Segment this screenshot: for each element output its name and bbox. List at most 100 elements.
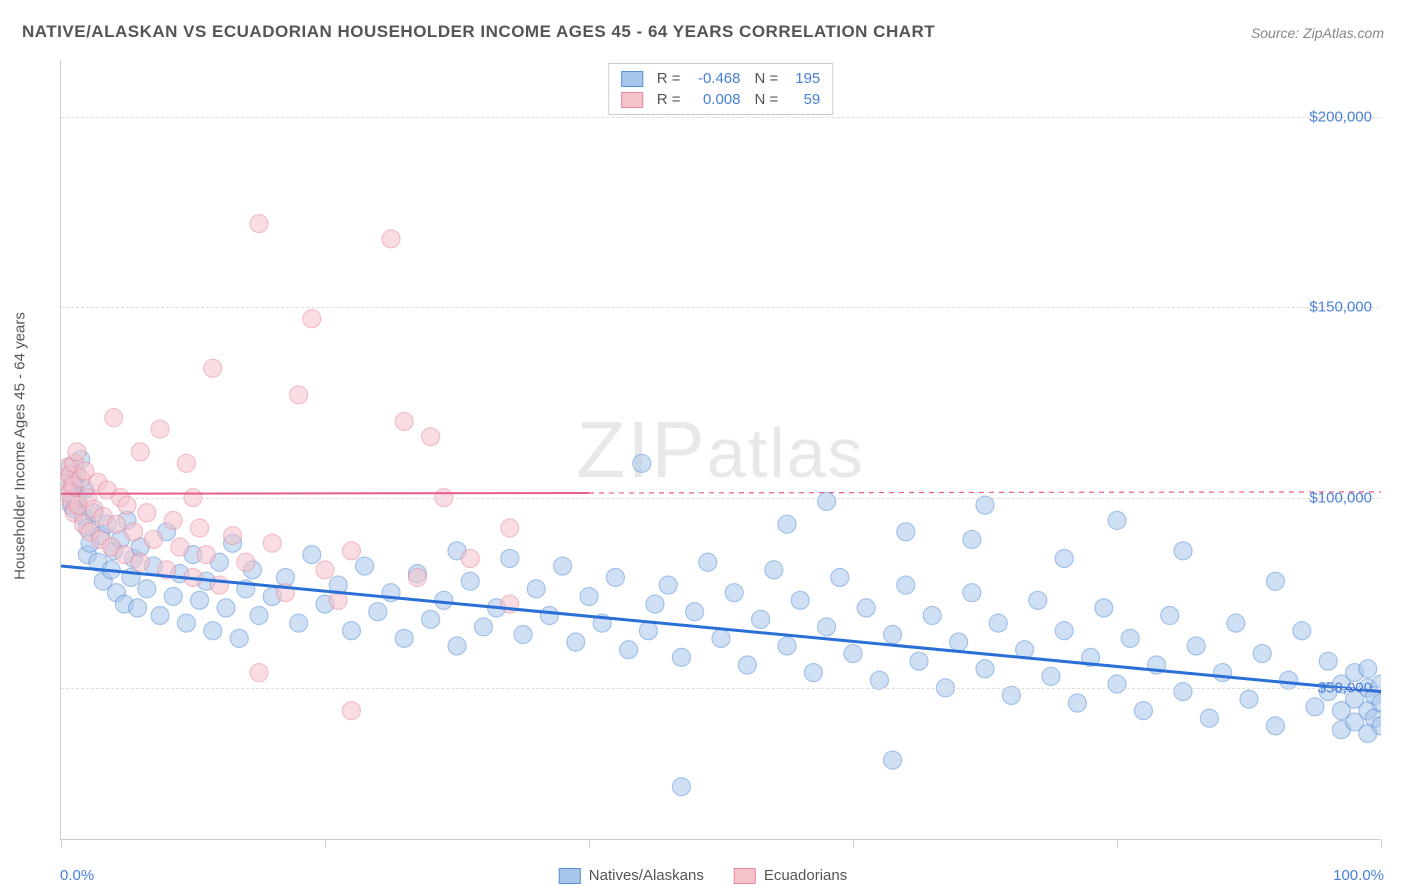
- data-point: [1200, 709, 1218, 727]
- data-point: [435, 591, 453, 609]
- data-point: [151, 420, 169, 438]
- data-point: [342, 702, 360, 720]
- data-point: [804, 664, 822, 682]
- data-point: [1293, 622, 1311, 640]
- data-point: [303, 546, 321, 564]
- stat-r-value: -0.468: [689, 70, 741, 87]
- x-tick-label-max: 100.0%: [1333, 867, 1384, 884]
- data-point: [514, 626, 532, 644]
- swatch-icon: [559, 868, 581, 884]
- data-point: [474, 618, 492, 636]
- data-point: [164, 587, 182, 605]
- stat-r-label: R =: [657, 91, 681, 108]
- data-point: [567, 633, 585, 651]
- data-point: [217, 599, 235, 617]
- data-point: [976, 660, 994, 678]
- data-point: [963, 584, 981, 602]
- data-point: [1108, 511, 1126, 529]
- data-point: [963, 530, 981, 548]
- data-point: [639, 622, 657, 640]
- data-point: [68, 443, 86, 461]
- data-point: [290, 614, 308, 632]
- legend-item-ecuadorians: Ecuadorians: [734, 867, 847, 884]
- data-point: [1134, 702, 1152, 720]
- data-point: [191, 591, 209, 609]
- legend-label: Natives/Alaskans: [589, 867, 704, 884]
- data-point: [884, 626, 902, 644]
- data-point: [107, 515, 125, 533]
- data-point: [408, 568, 426, 586]
- data-point: [395, 412, 413, 430]
- data-point: [1174, 542, 1192, 560]
- data-point: [461, 572, 479, 590]
- data-point: [118, 496, 136, 514]
- data-point: [290, 386, 308, 404]
- swatch-icon: [621, 71, 643, 87]
- data-point: [1055, 549, 1073, 567]
- trend-line-dashed: [589, 492, 1381, 493]
- data-point: [818, 618, 836, 636]
- data-point: [1187, 637, 1205, 655]
- y-tick-label: $100,000: [1309, 489, 1372, 506]
- data-point: [1253, 645, 1271, 663]
- data-point: [125, 523, 143, 541]
- data-point: [844, 645, 862, 663]
- data-point: [1174, 683, 1192, 701]
- data-point: [250, 664, 268, 682]
- stat-n-value: 59: [786, 91, 820, 108]
- data-point: [131, 443, 149, 461]
- data-point: [870, 671, 888, 689]
- legend-stats-row: R = 0.008 N = 59: [621, 89, 821, 110]
- data-point: [448, 637, 466, 655]
- data-point: [237, 553, 255, 571]
- stat-r-value: 0.008: [689, 91, 741, 108]
- data-point: [1214, 664, 1232, 682]
- source-label: Source: ZipAtlas.com: [1251, 25, 1384, 41]
- data-point: [1227, 614, 1245, 632]
- data-point: [620, 641, 638, 659]
- data-point: [606, 568, 624, 586]
- data-point: [250, 607, 268, 625]
- data-point: [580, 587, 598, 605]
- data-point: [263, 534, 281, 552]
- data-point: [884, 751, 902, 769]
- data-point: [171, 538, 189, 556]
- legend-stats-row: R = -0.468 N = 195: [621, 68, 821, 89]
- y-tick-label: $50,000: [1318, 679, 1372, 696]
- data-point: [382, 230, 400, 248]
- trend-line: [61, 493, 589, 494]
- data-point: [356, 557, 374, 575]
- plot-area: ZIPatlas R = -0.468 N = 195 R = 0.008 N …: [60, 60, 1380, 840]
- data-point: [950, 633, 968, 651]
- y-tick-label: $150,000: [1309, 299, 1372, 316]
- data-point: [204, 622, 222, 640]
- data-point: [712, 629, 730, 647]
- data-point: [659, 576, 677, 594]
- data-point: [138, 504, 156, 522]
- data-point: [976, 496, 994, 514]
- data-point: [1161, 607, 1179, 625]
- data-point: [1121, 629, 1139, 647]
- data-point: [527, 580, 545, 598]
- swatch-icon: [734, 868, 756, 884]
- data-point: [342, 542, 360, 560]
- data-point: [672, 778, 690, 796]
- data-point: [725, 584, 743, 602]
- data-point: [204, 359, 222, 377]
- data-point: [778, 515, 796, 533]
- data-point: [699, 553, 717, 571]
- chart-title: NATIVE/ALASKAN VS ECUADORIAN HOUSEHOLDER…: [22, 22, 935, 42]
- data-point: [672, 648, 690, 666]
- data-point: [422, 610, 440, 628]
- data-point: [752, 610, 770, 628]
- data-point: [1280, 671, 1298, 689]
- data-point: [197, 546, 215, 564]
- stat-n-label: N =: [755, 91, 779, 108]
- data-point: [778, 637, 796, 655]
- stat-n-value: 195: [786, 70, 820, 87]
- data-point: [303, 310, 321, 328]
- data-point: [501, 519, 519, 537]
- data-point: [395, 629, 413, 647]
- data-point: [989, 614, 1007, 632]
- data-point: [1108, 675, 1126, 693]
